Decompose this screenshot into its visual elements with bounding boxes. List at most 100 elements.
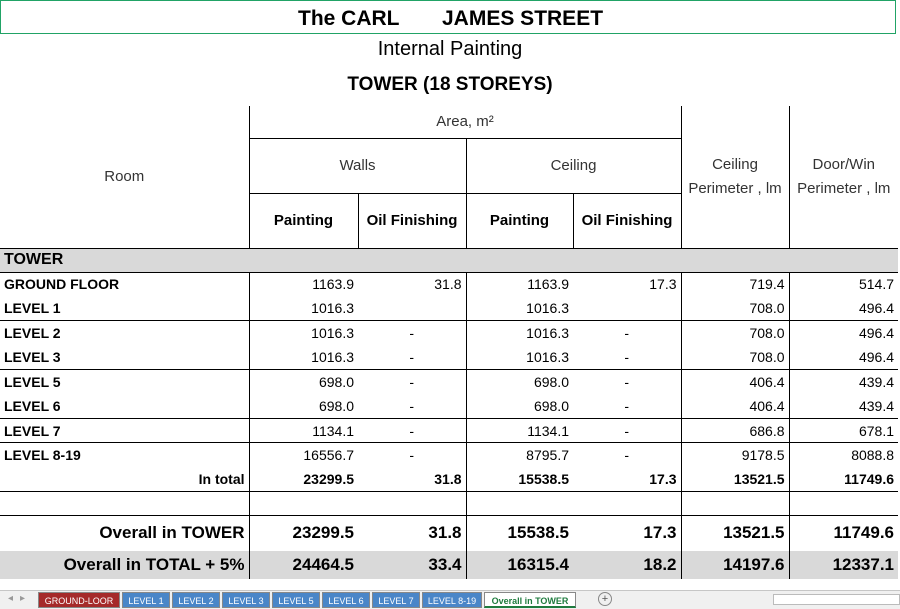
- table-cell: 686.8: [680, 417, 790, 443]
- title-left: The CARL: [298, 7, 400, 30]
- scroll-tabs-left-icon[interactable]: ◂: [8, 593, 14, 604]
- empty-row[interactable]: [0, 491, 899, 516]
- table-cell: 406.4: [680, 369, 790, 394]
- table-cell: 1016.3: [248, 345, 358, 370]
- table-cell: 698.0: [248, 369, 358, 394]
- table-cell: -: [624, 397, 630, 414]
- table-cell: -: [409, 349, 415, 366]
- table-cell: 1016.3: [465, 345, 573, 370]
- table-cell: 514.7: [788, 271, 899, 297]
- sheet-tab[interactable]: LEVEL 3: [222, 592, 270, 608]
- sheet-tab[interactable]: LEVEL 6: [322, 592, 370, 608]
- sheet-tab-bar: ◂ ▸ GROUND-LOOR LEVEL 1 LEVEL 2 LEVEL 3 LEVE…: [0, 590, 900, 609]
- table-cell: -: [573, 442, 682, 468]
- header-ceiling-painting[interactable]: Painting: [465, 193, 573, 249]
- overall-tower-row[interactable]: Overall in TOWER 23299.5 31.8 15538.5 17…: [0, 515, 899, 552]
- title-right: JAMES STREET: [442, 7, 604, 30]
- row-label: LEVEL 2: [0, 320, 249, 346]
- header-ceiling[interactable]: Ceiling: [465, 138, 682, 194]
- sheet-tab[interactable]: LEVEL 7: [372, 592, 420, 608]
- table-cell: -: [573, 417, 682, 443]
- table-row[interactable]: LEVEL 2 1016.3-1016.3-708.0 496.4: [0, 320, 899, 346]
- table-row[interactable]: LEVEL 7 1134.1-1134.1-686.8 678.1: [0, 417, 899, 443]
- scroll-tabs-right-icon[interactable]: ▸: [20, 593, 26, 604]
- table-cell: 496.4: [788, 296, 899, 321]
- sheet-tab[interactable]: GROUND-LOOR: [38, 592, 120, 608]
- table-cell: -: [358, 320, 466, 346]
- table-cell: 698.0: [465, 369, 573, 394]
- table-cell: -: [624, 349, 630, 366]
- row-label: LEVEL 7: [0, 417, 249, 443]
- table-cell: 708.0: [680, 345, 790, 370]
- table-cell: 9178.5: [680, 442, 790, 468]
- in-total-row[interactable]: In total 23299.5 31.8 15538.5 17.3 13521…: [0, 467, 899, 492]
- table-row[interactable]: LEVEL 6 698.0 - 698.0 - 406.4 439.4: [0, 393, 899, 419]
- section-tower[interactable]: TOWER: [0, 248, 899, 272]
- painting-table: Room Area, m² Ceiling Perimeter , lm Doo…: [0, 106, 899, 580]
- header-walls[interactable]: Walls: [248, 138, 466, 194]
- table-cell: 439.4: [788, 393, 899, 419]
- table-cell: 17.3: [573, 271, 682, 297]
- header-room[interactable]: Room: [0, 106, 249, 249]
- sheet-tab[interactable]: LEVEL 8-19: [422, 592, 482, 608]
- header-walls-oil[interactable]: Oil Finishing: [357, 193, 466, 249]
- table-cell: 698.0: [248, 393, 358, 419]
- header-area[interactable]: Area, m²: [248, 106, 682, 139]
- row-label: LEVEL 1: [4, 300, 61, 317]
- table-row[interactable]: LEVEL 8-19 16556.7-8795.7-9178.5 8088.8: [0, 442, 899, 468]
- table-cell: 16556.7: [248, 442, 358, 468]
- table-cell: [358, 296, 466, 320]
- subtitle: Internal Painting: [377, 38, 523, 60]
- row-label: LEVEL 6: [4, 397, 61, 414]
- header-ceiling-perimeter[interactable]: Ceiling Perimeter , lm: [680, 106, 790, 249]
- row-label: LEVEL 5: [0, 369, 249, 394]
- table-cell: 698.0: [465, 393, 573, 419]
- table-row[interactable]: LEVEL 1 1016.3 1016.3 708.0 496.4: [0, 296, 899, 321]
- table-row[interactable]: GROUND FLOOR 1163.9 31.8 1163.9 17.3 719.4 514…: [0, 271, 899, 297]
- table-cell: 496.4: [788, 320, 899, 346]
- table-cell: -: [358, 442, 466, 468]
- header-doorwin-perimeter[interactable]: Door/Win Perimeter , lm: [788, 106, 899, 249]
- table-cell: 1016.3: [248, 296, 358, 321]
- table-cell: -: [573, 369, 682, 394]
- sheet-tab[interactable]: LEVEL 2: [172, 592, 220, 608]
- table-cell: 496.4: [788, 345, 899, 370]
- horizontal-scrollbar[interactable]: [773, 594, 900, 605]
- table-cell: 406.4: [680, 393, 790, 419]
- table-row[interactable]: LEVEL 3 1016.3 - 1016.3 - 708.0 496.4: [0, 345, 899, 370]
- table-cell: 708.0: [680, 296, 790, 321]
- table-cell: 8088.8: [788, 442, 899, 468]
- table-cell: -: [573, 320, 682, 346]
- table-cell: 1163.9: [465, 271, 573, 297]
- table-cell: 439.4: [788, 369, 899, 394]
- sheet-tab[interactable]: LEVEL 1: [122, 592, 170, 608]
- table-cell: 8795.7: [465, 442, 573, 468]
- table-row[interactable]: LEVEL 5 698.0-698.0-406.4 439.4: [0, 369, 899, 394]
- overall-total-row[interactable]: Overall in TOTAL + 5% 24464.5 33.4 16315…: [0, 551, 899, 580]
- table-cell: 1134.1: [465, 417, 573, 443]
- row-label: GROUND FLOOR: [0, 271, 249, 297]
- sheet-tab[interactable]: Overall in TOWER: [484, 592, 576, 608]
- plus-circle-icon[interactable]: +: [598, 592, 612, 606]
- table-cell: 1163.9: [248, 271, 358, 297]
- table-cell: 1134.1: [248, 417, 358, 443]
- table-cell: -: [358, 369, 466, 394]
- table-cell: 1016.3: [248, 320, 358, 346]
- spreadsheet: The CARL JAMES STREET Internal Painting …: [0, 0, 899, 580]
- sheet-tab[interactable]: LEVEL 5: [272, 592, 320, 608]
- table-cell: -: [358, 417, 466, 443]
- table-cell: 719.4: [680, 271, 790, 297]
- title-cell[interactable]: The CARL JAMES STREET: [0, 0, 896, 34]
- table-cell: 1016.3: [465, 320, 573, 346]
- header-walls-painting[interactable]: Painting: [248, 193, 358, 249]
- subtitle-tower: TOWER (18 STOREYS): [347, 74, 553, 95]
- row-label: LEVEL 3: [4, 349, 61, 366]
- table-cell: 708.0: [680, 320, 790, 346]
- header-ceiling-oil[interactable]: Oil Finishing: [572, 193, 682, 249]
- table-cell: [573, 296, 681, 320]
- table-cell: 31.8: [358, 271, 466, 297]
- table-cell: 678.1: [788, 417, 899, 443]
- table-cell: 1016.3: [465, 296, 573, 321]
- table-cell: -: [409, 397, 415, 414]
- row-label: LEVEL 8-19: [0, 442, 249, 468]
